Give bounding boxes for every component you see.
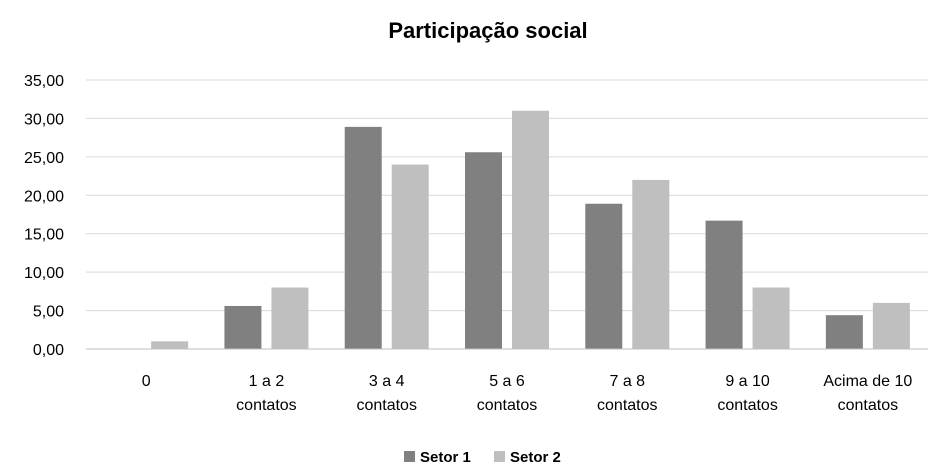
y-tick-label: 15,00 [24,227,64,244]
x-tick-label: Acima de 10 contatos [823,373,912,414]
bar-1 [344,126,382,349]
x-tick-label: 7 a 8 contatos [597,373,657,414]
bar-2 [391,164,429,349]
y-axis: 0,00 5,00 10,00 15,00 20,00 25,00 30,00 35,00 [24,73,64,359]
x-tick-label: 3 a 4 contatos [356,373,416,414]
chart-title: Participação social [388,18,587,43]
y-tick-label: 35,00 [24,73,64,90]
x-tick-label: 0 [142,373,151,390]
legend-swatch [404,451,415,462]
y-tick-label: 30,00 [24,111,64,128]
legend-label: Setor 1 [420,449,471,466]
x-tick-label: 9 a 10 contatos [717,373,777,414]
y-tick-label: 20,00 [24,188,64,205]
bar-2 [512,110,549,349]
bar-2 [632,179,670,349]
x-axis: 0 1 a 2 contatos 3 a 4 contatos 5 a 6 contatos… [86,348,928,414]
bar-1 [224,305,262,349]
bar-1 [825,315,863,349]
bar-1 [465,152,502,349]
legend: Setor 1 Setor 2 [404,449,561,466]
bar-2 [151,341,189,349]
legend-label: Setor 2 [510,449,561,466]
bar-2 [752,287,790,349]
y-tick-label: 25,00 [24,150,64,167]
bar-2 [271,287,309,349]
y-tick-label: 5,00 [33,304,64,321]
y-tick-label: 10,00 [24,265,64,282]
y-tick-label: 0,00 [33,342,64,359]
legend-swatch [494,451,505,462]
gridlines [86,79,928,312]
bar-1 [705,220,743,349]
x-tick-label: 1 a 2 contatos [236,373,296,414]
bar-1 [585,203,623,349]
bars [151,110,910,349]
x-tick-label: 5 a 6 contatos [477,373,537,414]
bar-2 [872,302,910,349]
